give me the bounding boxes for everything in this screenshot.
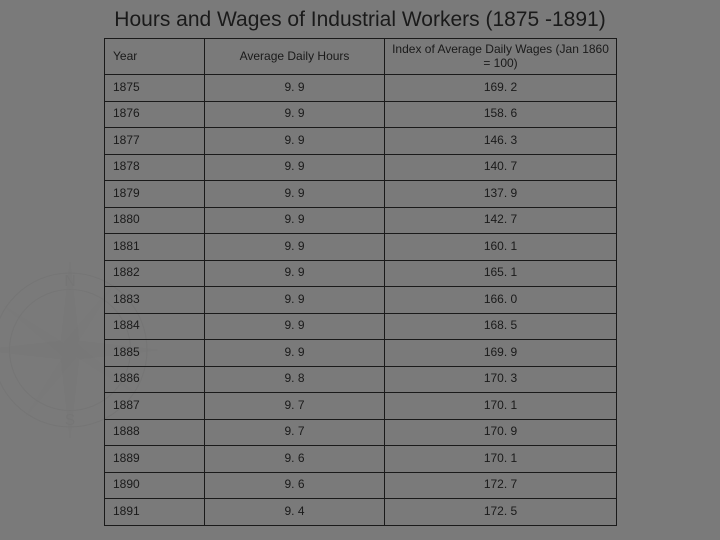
col-header-hours: Average Daily Hours (205, 39, 385, 75)
cell-index: 166. 0 (385, 287, 617, 314)
cell-index: 137. 9 (385, 181, 617, 208)
cell-index: 158. 6 (385, 101, 617, 128)
cell-hours: 9. 9 (205, 313, 385, 340)
cell-hours: 9. 9 (205, 207, 385, 234)
cell-hours: 9. 6 (205, 472, 385, 499)
svg-text:S: S (65, 412, 75, 429)
cell-year: 1885 (105, 340, 205, 367)
cell-year: 1883 (105, 287, 205, 314)
cell-index: 170. 3 (385, 366, 617, 393)
cell-index: 168. 5 (385, 313, 617, 340)
cell-hours: 9. 9 (205, 75, 385, 102)
table-row: 18879. 7170. 1 (105, 393, 617, 420)
cell-hours: 9. 9 (205, 287, 385, 314)
table-row: 18899. 6170. 1 (105, 446, 617, 473)
cell-hours: 9. 8 (205, 366, 385, 393)
table-row: 18799. 9137. 9 (105, 181, 617, 208)
cell-index: 172. 5 (385, 499, 617, 526)
cell-year: 1881 (105, 234, 205, 261)
cell-hours: 9. 9 (205, 101, 385, 128)
table-row: 18769. 9158. 6 (105, 101, 617, 128)
cell-year: 1882 (105, 260, 205, 287)
cell-hours: 9. 7 (205, 419, 385, 446)
data-table-container: Year Average Daily Hours Index of Averag… (104, 38, 616, 526)
cell-year: 1884 (105, 313, 205, 340)
cell-year: 1879 (105, 181, 205, 208)
cell-hours: 9. 9 (205, 154, 385, 181)
table-row: 18849. 9168. 5 (105, 313, 617, 340)
cell-index: 146. 3 (385, 128, 617, 155)
cell-year: 1889 (105, 446, 205, 473)
cell-hours: 9. 9 (205, 340, 385, 367)
cell-index: 170. 1 (385, 393, 617, 420)
table-body: 18759. 9169. 218769. 9158. 618779. 9146.… (105, 75, 617, 526)
table-row: 18839. 9166. 0 (105, 287, 617, 314)
cell-index: 160. 1 (385, 234, 617, 261)
cell-year: 1880 (105, 207, 205, 234)
svg-text:N: N (64, 273, 75, 290)
cell-hours: 9. 6 (205, 446, 385, 473)
wages-table: Year Average Daily Hours Index of Averag… (104, 38, 617, 526)
cell-year: 1887 (105, 393, 205, 420)
cell-year: 1877 (105, 128, 205, 155)
cell-hours: 9. 9 (205, 128, 385, 155)
col-header-year: Year (105, 39, 205, 75)
page-title: Hours and Wages of Industrial Workers (1… (0, 0, 720, 38)
cell-hours: 9. 7 (205, 393, 385, 420)
cell-hours: 9. 4 (205, 499, 385, 526)
table-row: 18909. 6172. 7 (105, 472, 617, 499)
cell-year: 1890 (105, 472, 205, 499)
col-header-index: Index of Average Daily Wages (Jan 1860 =… (385, 39, 617, 75)
table-row: 18859. 9169. 9 (105, 340, 617, 367)
table-row: 18759. 9169. 2 (105, 75, 617, 102)
table-header-row: Year Average Daily Hours Index of Averag… (105, 39, 617, 75)
table-row: 18889. 7170. 9 (105, 419, 617, 446)
cell-index: 172. 7 (385, 472, 617, 499)
table-row: 18819. 9160. 1 (105, 234, 617, 261)
cell-index: 170. 1 (385, 446, 617, 473)
table-row: 18829. 9165. 1 (105, 260, 617, 287)
cell-hours: 9. 9 (205, 260, 385, 287)
cell-year: 1886 (105, 366, 205, 393)
cell-index: 140. 7 (385, 154, 617, 181)
cell-year: 1876 (105, 101, 205, 128)
table-row: 18919. 4172. 5 (105, 499, 617, 526)
cell-hours: 9. 9 (205, 234, 385, 261)
table-row: 18789. 9140. 7 (105, 154, 617, 181)
table-row: 18779. 9146. 3 (105, 128, 617, 155)
cell-year: 1888 (105, 419, 205, 446)
cell-index: 170. 9 (385, 419, 617, 446)
cell-year: 1875 (105, 75, 205, 102)
cell-index: 169. 9 (385, 340, 617, 367)
cell-year: 1878 (105, 154, 205, 181)
cell-index: 142. 7 (385, 207, 617, 234)
cell-index: 165. 1 (385, 260, 617, 287)
table-row: 18809. 9142. 7 (105, 207, 617, 234)
table-row: 18869. 8170. 3 (105, 366, 617, 393)
cell-hours: 9. 9 (205, 181, 385, 208)
cell-year: 1891 (105, 499, 205, 526)
cell-index: 169. 2 (385, 75, 617, 102)
